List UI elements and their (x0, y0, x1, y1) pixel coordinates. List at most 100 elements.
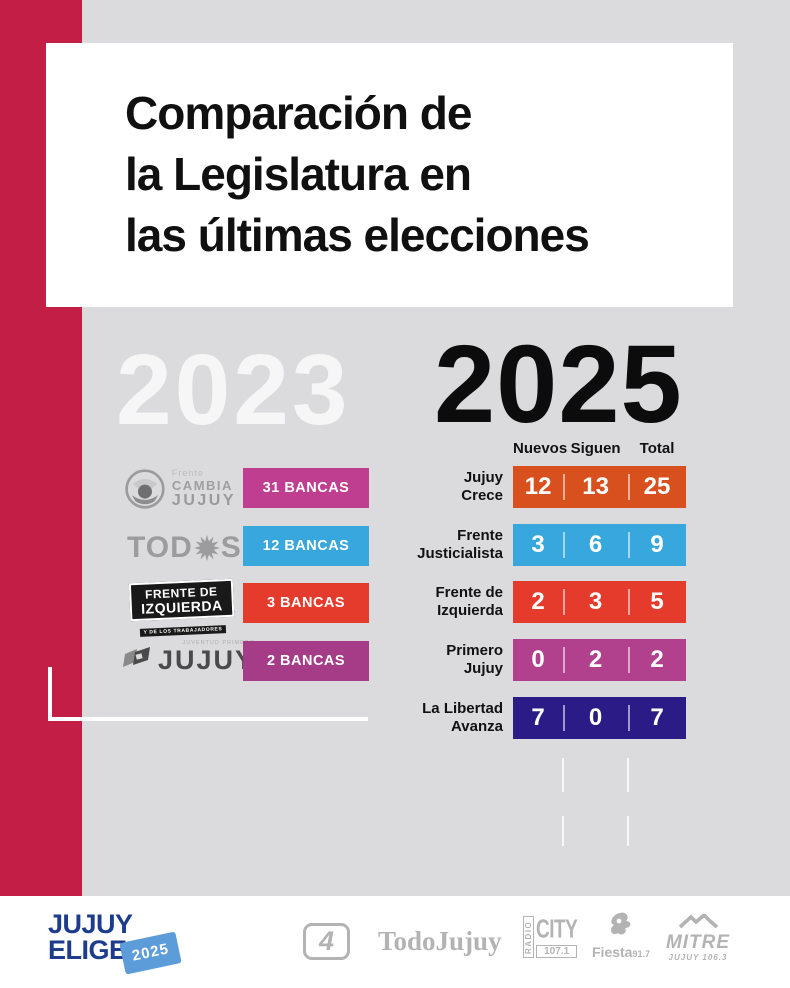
row-label-primero-jujuy: Primero Jujuy (398, 639, 503, 681)
jujuy-flag-icon (123, 647, 150, 667)
radio-city-side-text: RADIO (523, 916, 534, 958)
row-label-line: Frente (457, 527, 503, 544)
cambia-emblem-icon (125, 469, 165, 509)
fiesta-bird-icon (611, 912, 631, 935)
todos-sun-icon (193, 535, 220, 561)
column-guide-line (562, 816, 564, 846)
fit-logo-box: FRENTE DE IZQUIERDA (128, 578, 235, 622)
value-nuevos: 3 (531, 531, 545, 558)
value-nuevos: 7 (531, 704, 545, 731)
logo-todos: TOD S (127, 531, 242, 565)
cambia-text-cambia: CAMBIA (171, 478, 233, 493)
page-title: Comparación de la Legislatura en las últ… (125, 83, 590, 266)
row-label-line: Avanza (451, 718, 503, 735)
header-siguen: Siguen (570, 440, 621, 457)
logo-frente-cambia-jujuy: Frente CAMBIA JUJUY (124, 463, 236, 515)
row-label-line: Frente de (435, 584, 503, 601)
radio-city-main: CITY 107.1 (536, 916, 578, 958)
fiesta-text-frequency: 91.7 (632, 949, 650, 959)
fiesta-name: Fiesta91.7 (592, 944, 650, 960)
value-nuevos: 2 (531, 588, 545, 615)
badge-12-bancas: 12 BANCAS (243, 526, 369, 566)
row-label-line: Jujuy (463, 469, 503, 486)
bar-divider (563, 532, 566, 558)
value-total: 2 (650, 646, 664, 673)
row-label-jujuy-crece: Jujuy Crece (398, 466, 503, 508)
title-line-3: las últimas elecciones (125, 209, 590, 261)
row-label-frente-justicialista: Frente Justicialista (398, 524, 503, 566)
jujuy-text-main: JUJUY (158, 645, 256, 675)
column-guide-line (562, 758, 564, 792)
mitre-logo: MITRE JUJUY 106.3 (662, 912, 734, 962)
fiesta-logo: Fiesta91.7 (592, 912, 650, 960)
todos-text-pre: TOD (127, 531, 193, 564)
value-siguen: 2 (588, 646, 603, 673)
value-siguen: 3 (588, 588, 603, 615)
value-total: 25 (643, 473, 671, 500)
badge-31-bancas: 31 BANCAS (243, 468, 369, 508)
bar-divider (563, 647, 566, 673)
row-bar-frente-de-izquierda: 2 3 5 (513, 581, 686, 623)
brand-line-jujuy: JUJUY (48, 909, 133, 939)
mitre-bolt-icon (678, 912, 719, 929)
year-heading-2025: 2025 (434, 323, 683, 446)
decorative-line-vertical (48, 667, 52, 721)
decorative-line-horizontal (48, 717, 368, 721)
badge-2-bancas: 2 BANCAS (243, 641, 369, 681)
fit-text-line2: IZQUIERDA (140, 597, 223, 617)
year-heading-2023: 2023 (116, 334, 351, 446)
todos-text-post: S (220, 531, 242, 564)
row-label-line: Justicialista (417, 545, 503, 562)
column-guide-line (627, 816, 629, 846)
title-card: Comparación de la Legislatura en las últ… (46, 43, 733, 307)
bar-divider (628, 532, 631, 558)
header-total: Total (639, 440, 675, 457)
column-guide-line (627, 758, 629, 792)
bar-divider (628, 589, 631, 615)
footer: JUJUY ELIGE 2025 4 TodoJujuy RADIO CITY … (0, 896, 790, 988)
row-label-line: La Libertad (422, 700, 503, 717)
fit-text-line3: Y DE LOS TRABAJADORES (139, 625, 227, 637)
value-total: 5 (650, 588, 664, 615)
radio-city-name: CITY (536, 916, 578, 945)
bar-divider (628, 705, 631, 731)
todojujuy-logo: TodoJujuy (378, 926, 502, 956)
bar-divider (563, 474, 566, 500)
canal-4-text: 4 (318, 926, 335, 956)
title-line-2: la Legislatura en (125, 148, 472, 200)
value-nuevos: 0 (531, 646, 545, 673)
row-bar-la-libertad-avanza: 7 0 7 (513, 697, 686, 739)
mitre-frequency: JUJUY 106.3 (668, 953, 728, 962)
title-line-1: Comparación de (125, 87, 472, 139)
row-label-line: Primero (446, 642, 503, 659)
table-2025-headers: Nuevos Siguen Total (513, 440, 686, 457)
cambia-logo-text: Frente CAMBIA JUJUY (172, 469, 236, 509)
brand-line-elige: ELIGE (48, 935, 127, 965)
row-label-la-libertad-avanza: La Libertad Avanza (398, 697, 503, 739)
bar-divider (628, 647, 631, 673)
value-nuevos: 12 (524, 473, 552, 500)
row-label-line: Jujuy (463, 660, 503, 677)
value-siguen: 6 (588, 531, 603, 558)
jujuy-text-tiny: JUVENTUD PRIMERO (182, 640, 256, 646)
bar-divider (628, 474, 631, 500)
cambia-text-frente: Frente (171, 468, 204, 478)
row-label-line: Izquierda (437, 602, 503, 619)
row-label-line: Crece (461, 487, 503, 504)
row-label-frente-de-izquierda: Frente de Izquierda (398, 581, 503, 623)
fiesta-text-name: Fiesta (592, 944, 633, 960)
row-bar-primero-jujuy: 0 2 2 (513, 639, 686, 681)
row-bar-frente-justicialista: 3 6 9 (513, 524, 686, 566)
logo-primero-jujuy: JUVENTUD PRIMERO JUJUY (122, 640, 256, 675)
radio-city-logo: RADIO CITY 107.1 (523, 916, 578, 958)
radio-city-frequency: 107.1 (536, 945, 578, 958)
jujuy-elige-logo: JUJUY ELIGE 2025 (48, 909, 183, 975)
value-total: 7 (650, 704, 664, 731)
canal-4-logo: 4 (303, 923, 350, 960)
header-nuevos: Nuevos (513, 440, 568, 457)
mitre-name: MITRE (665, 932, 731, 953)
jujuy-logo-text: JUVENTUD PRIMERO JUJUY (158, 640, 256, 675)
row-bar-jujuy-crece: 12 13 25 (513, 466, 686, 508)
badge-3-bancas: 3 BANCAS (243, 583, 369, 623)
